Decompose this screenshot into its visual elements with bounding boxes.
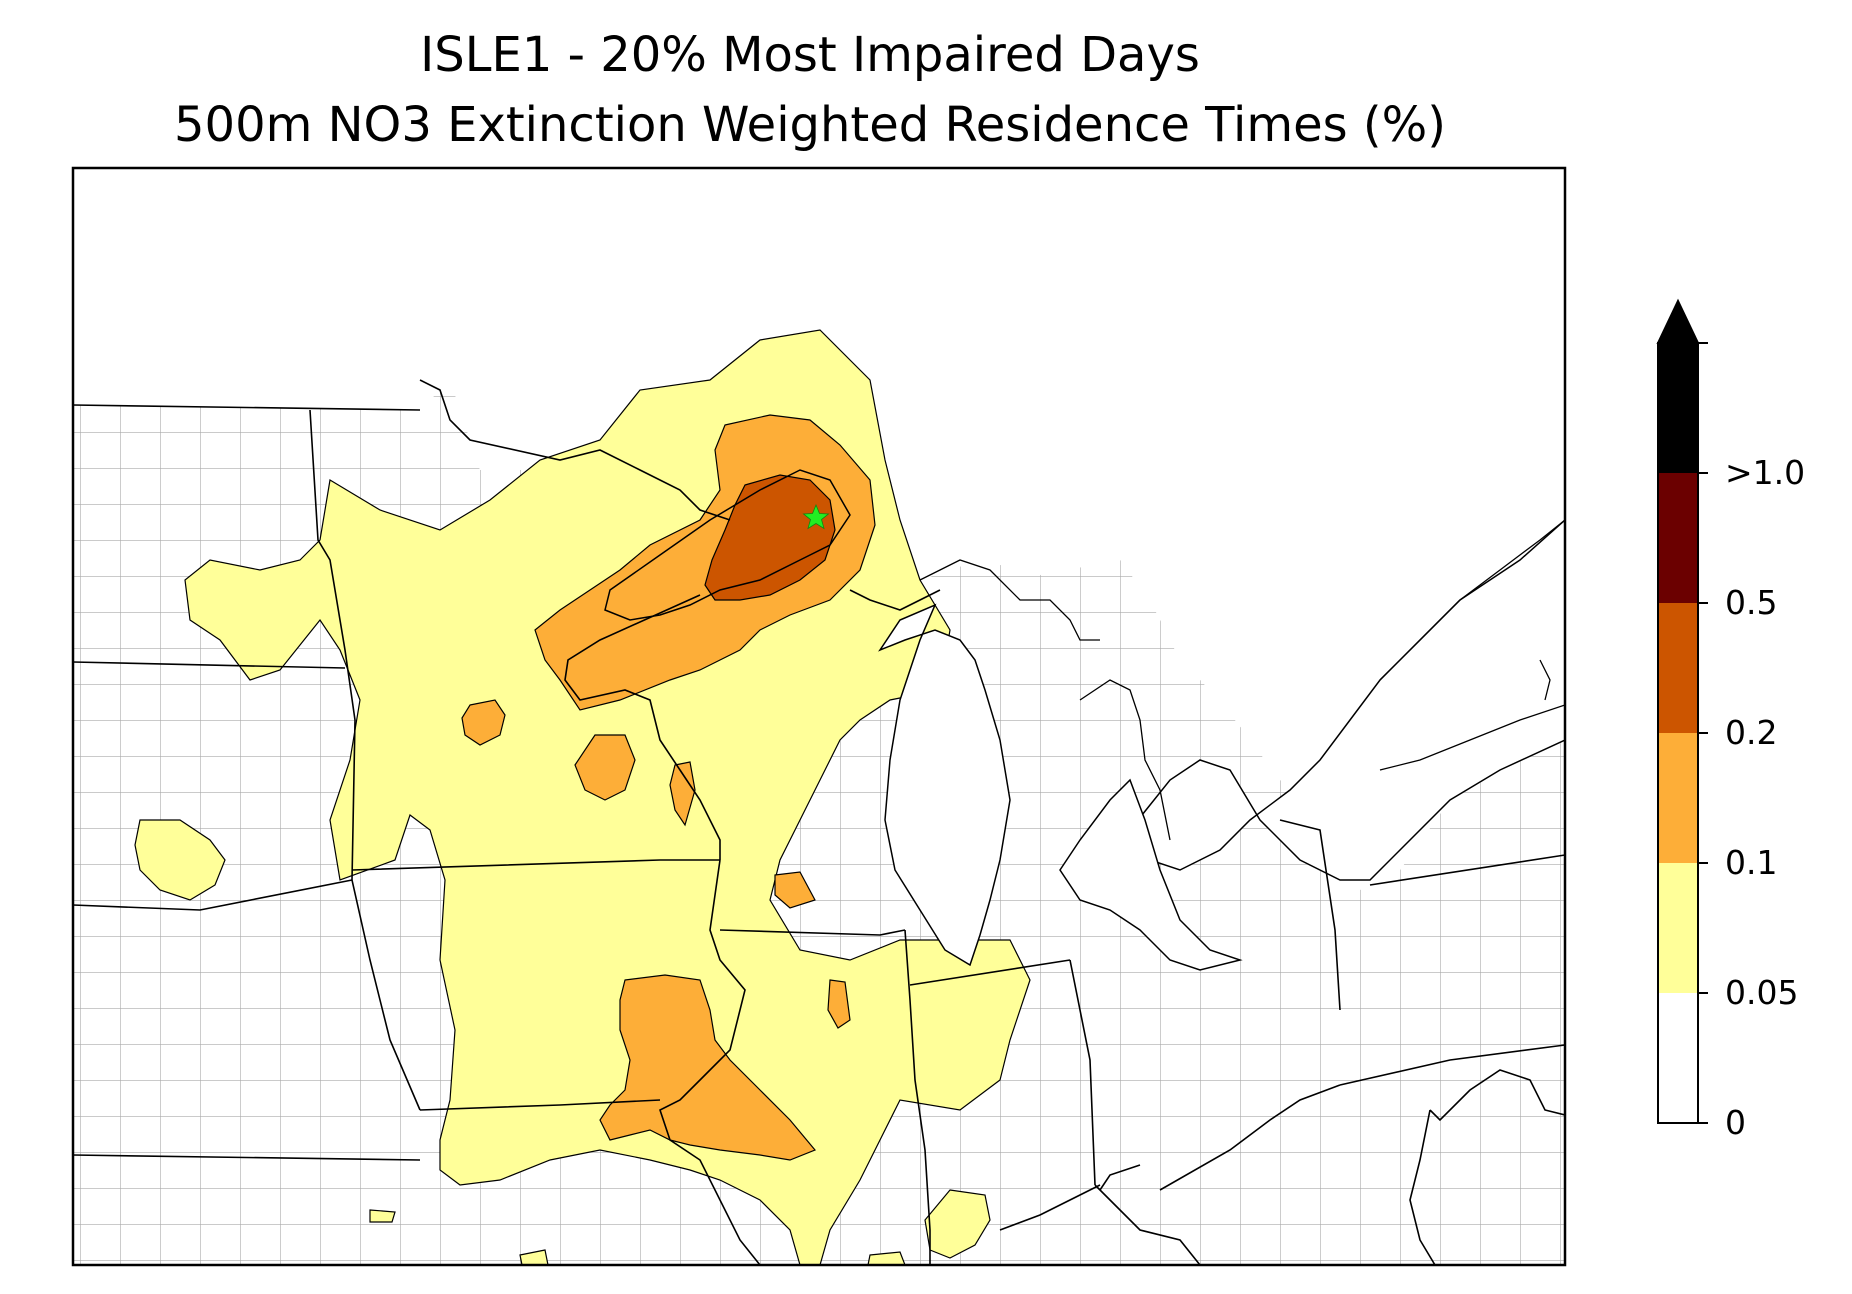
state-boundaries [73,379,1565,1265]
map-title-line2: 500m NO3 Extinction Weighted Residence T… [174,97,1446,153]
colorbar-tick-label: 0 [1725,1103,1746,1142]
colorbar-swatch [1658,863,1698,993]
colorbar [1656,298,1708,1124]
map-area [73,168,1565,1265]
map-title-line1: ISLE1 - 20% Most Impaired Days [420,27,1200,83]
colorbar-swatch [1658,733,1698,863]
colorbar-swatch [1658,473,1698,603]
contour-band-0.2 [704,474,836,601]
colorbar-extend-arrow [1656,298,1700,344]
coastlines [919,519,1565,841]
colorbar-swatch [1658,603,1698,733]
map-frame [71,166,1567,1267]
colorbar-swatch [1658,993,1698,1123]
colorbar-tick-label: 0.2 [1725,713,1778,752]
great-lakes [604,469,1565,971]
colorbar-tick-label: 0.1 [1725,843,1778,882]
colorbar-swatch [1658,343,1698,473]
colorbar-tick-label: 0.05 [1725,973,1799,1012]
colorbar-tick-label: >1.0 [1725,453,1806,492]
star-icon [802,503,830,530]
colorbar-tick-label: 0.5 [1725,583,1778,622]
